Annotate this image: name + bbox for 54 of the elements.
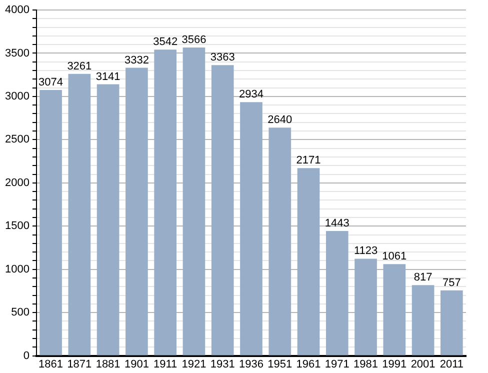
y-tick-label: 4000 (4, 4, 30, 16)
x-tick-label: 1931 (210, 358, 235, 370)
bar (297, 168, 320, 356)
bar (182, 48, 206, 356)
data-label: 1123 (354, 245, 378, 258)
y-tick-label: 1500 (4, 220, 30, 232)
x-tick-label: 2011 (440, 358, 464, 370)
data-label: 2171 (296, 154, 321, 167)
data-label: 3074 (38, 76, 64, 89)
bar (211, 65, 234, 356)
x-tick-label: 1881 (96, 358, 120, 370)
x-tick-label: 1911 (154, 358, 178, 370)
x-tick-label: 1936 (238, 358, 264, 370)
bar (354, 258, 377, 356)
data-label: 3566 (182, 34, 206, 46)
data-label: 1443 (324, 218, 350, 230)
bar (154, 50, 176, 356)
data-label: 2640 (268, 114, 292, 126)
y-tick-label: 1000 (4, 263, 30, 276)
data-label: 757 (442, 276, 461, 289)
y-tick-label: 2500 (4, 134, 30, 146)
data-label: 1061 (382, 250, 407, 263)
bar (96, 84, 120, 356)
data-label: 817 (414, 272, 432, 284)
x-tick-label: 2001 (410, 358, 436, 370)
x-tick-label: 1951 (268, 358, 292, 370)
x-tick-label: 1901 (124, 358, 149, 370)
x-tick-label: 1961 (296, 358, 321, 370)
x-tick-label: 1981 (354, 358, 378, 370)
y-tick-label: 500 (11, 306, 30, 319)
x-tick-label: 1921 (182, 358, 206, 370)
bar (40, 90, 62, 356)
data-label: 2934 (238, 88, 264, 101)
y-tick-label: 3000 (4, 90, 30, 102)
data-label: 3261 (67, 60, 92, 72)
y-tick-label: 0 (23, 350, 30, 362)
x-tick-label: 1991 (382, 358, 407, 370)
y-tick-label: 3500 (4, 47, 30, 60)
bar (412, 285, 434, 356)
bar (68, 74, 91, 356)
bar (440, 290, 463, 356)
data-label: 3332 (124, 54, 149, 66)
x-tick-label: 1971 (324, 358, 350, 370)
bar (383, 264, 406, 356)
data-label: 3542 (153, 36, 178, 48)
y-tick-label: 2000 (4, 176, 30, 189)
data-label: 3141 (96, 70, 120, 83)
bar (126, 68, 148, 356)
x-tick-label: 1871 (67, 358, 92, 370)
bar (268, 128, 292, 356)
x-tick-label: 1861 (38, 358, 64, 370)
data-label: 3363 (210, 52, 235, 64)
bar (326, 231, 348, 356)
bar (240, 102, 262, 356)
